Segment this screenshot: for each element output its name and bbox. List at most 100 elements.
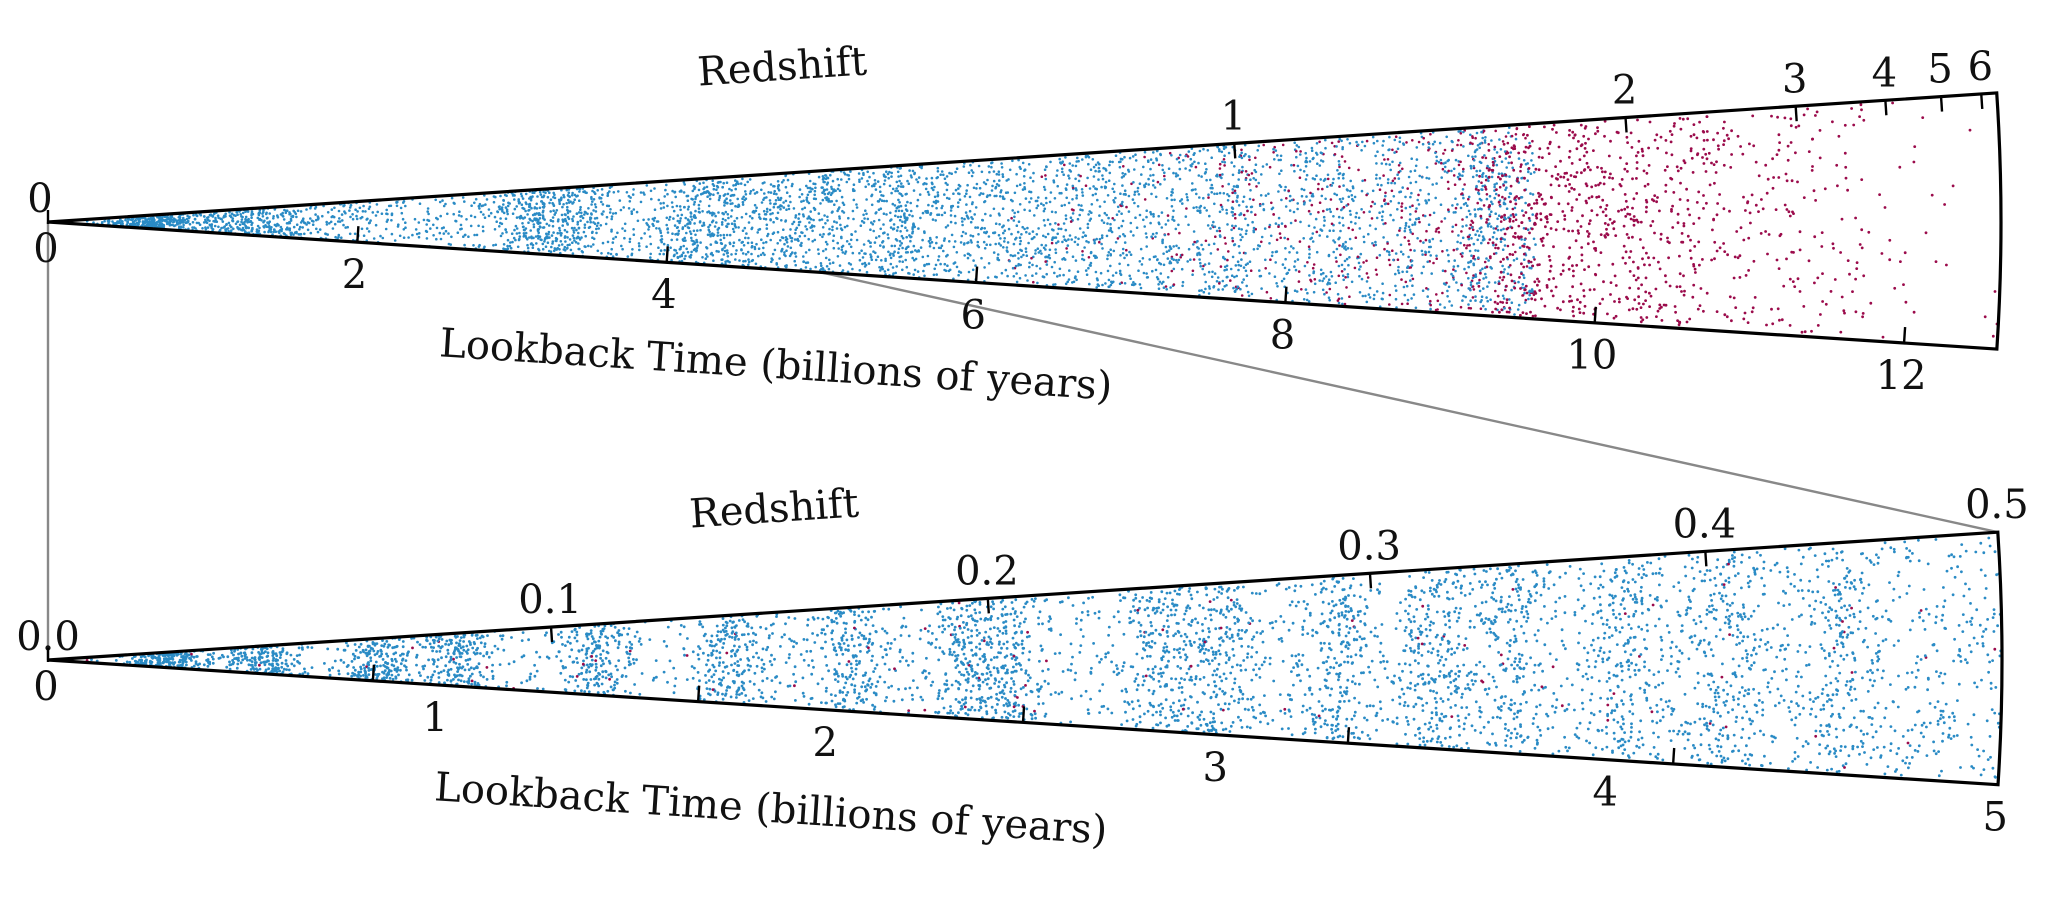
- galaxy-point: [1518, 246, 1522, 249]
- galaxy-point: [179, 225, 183, 228]
- galaxy-point: [552, 209, 555, 212]
- galaxy-point: [1024, 197, 1028, 200]
- galaxy-point: [250, 210, 254, 213]
- galaxy-point: [522, 235, 526, 238]
- galaxy-point: [1504, 188, 1507, 192]
- galaxy-point: [1273, 275, 1277, 279]
- galaxy-point: [732, 241, 736, 244]
- galaxy-point: [725, 251, 729, 255]
- galaxy-point: [402, 236, 406, 239]
- galaxy-point: [1469, 307, 1473, 310]
- galaxy-point: [855, 203, 858, 206]
- galaxy-point: [489, 211, 493, 215]
- galaxy-point: [1258, 204, 1262, 207]
- galaxy-point: [1205, 178, 1208, 182]
- galaxy-point: [1473, 208, 1477, 211]
- galaxy-point: [882, 182, 886, 186]
- galaxy-point: [368, 205, 372, 209]
- galaxy-point: [1221, 208, 1224, 211]
- galaxy-point: [1116, 205, 1120, 209]
- galaxy-point: [1094, 192, 1097, 196]
- galaxy-point: [690, 218, 694, 221]
- galaxy-point: [814, 197, 818, 201]
- galaxy-point: [874, 188, 878, 191]
- galaxy-point: [674, 195, 677, 199]
- galaxy-point: [1194, 165, 1198, 169]
- galaxy-point: [1136, 190, 1139, 193]
- galaxy-point: [1046, 218, 1050, 222]
- galaxy-point: [141, 220, 145, 223]
- galaxy-point: [1494, 212, 1497, 215]
- galaxy-point: [1328, 298, 1331, 302]
- galaxy-point: [779, 207, 782, 211]
- galaxy-point: [413, 217, 417, 221]
- galaxy-point: [800, 241, 803, 245]
- galaxy-point: [810, 224, 814, 227]
- galaxy-point: [1095, 256, 1098, 259]
- galaxy-point: [1098, 237, 1102, 241]
- galaxy-point: [825, 265, 829, 268]
- galaxy-point: [940, 213, 944, 217]
- galaxy-point: [1238, 169, 1241, 172]
- galaxy-point: [1371, 189, 1375, 193]
- galaxy-point: [591, 236, 594, 239]
- galaxy-point: [369, 219, 372, 222]
- galaxy-point: [673, 253, 676, 257]
- galaxy-point: [842, 203, 846, 206]
- galaxy-point: [734, 187, 737, 191]
- galaxy-point: [996, 253, 1000, 256]
- galaxy-point: [1231, 236, 1234, 240]
- galaxy-point: [1340, 139, 1343, 143]
- galaxy-point: [1446, 289, 1449, 293]
- galaxy-point: [971, 217, 974, 221]
- galaxy-point: [786, 178, 790, 182]
- galaxy-point: [1113, 182, 1116, 186]
- galaxy-point: [747, 221, 751, 224]
- galaxy-point: [1114, 196, 1117, 200]
- galaxy-point: [302, 221, 306, 224]
- galaxy-point: [600, 200, 603, 204]
- galaxy-point: [137, 218, 141, 221]
- galaxy-point: [1122, 193, 1126, 196]
- galaxy-point: [1316, 187, 1320, 191]
- galaxy-point: [592, 243, 595, 246]
- galaxy-point: [1048, 248, 1052, 252]
- galaxy-point: [550, 245, 553, 249]
- galaxy-point: [510, 232, 514, 235]
- galaxy-point: [1527, 170, 1530, 174]
- galaxy-point: [1104, 180, 1108, 184]
- galaxy-point: [773, 248, 777, 252]
- galaxy-point: [1135, 226, 1139, 229]
- galaxy-point: [1025, 230, 1028, 234]
- galaxy-point: [1519, 169, 1522, 173]
- galaxy-point: [1054, 251, 1058, 255]
- galaxy-point: [1060, 167, 1064, 171]
- galaxy-point: [797, 223, 801, 227]
- galaxy-point: [1404, 280, 1408, 284]
- galaxy-point: [1476, 249, 1480, 253]
- galaxy-point: [321, 214, 324, 218]
- galaxy-point: [1410, 157, 1413, 160]
- galaxy-point: [709, 234, 712, 238]
- galaxy-point: [880, 259, 883, 262]
- galaxy-point: [1106, 254, 1110, 257]
- galaxy-point: [1119, 273, 1123, 277]
- galaxy-point: [707, 210, 711, 213]
- galaxy-point: [845, 180, 849, 184]
- galaxy-point: [1424, 238, 1428, 242]
- galaxy-point: [570, 226, 574, 230]
- galaxy-point: [258, 217, 262, 221]
- galaxy-point: [219, 217, 222, 220]
- galaxy-point: [1386, 181, 1390, 185]
- galaxy-point: [511, 194, 515, 197]
- galaxy-point: [1431, 142, 1435, 146]
- galaxy-point: [1226, 199, 1230, 202]
- galaxy-point: [1472, 256, 1475, 260]
- galaxy-point: [784, 199, 788, 203]
- galaxy-point: [522, 232, 526, 235]
- galaxy-point: [747, 263, 750, 267]
- galaxy-point: [886, 268, 890, 272]
- galaxy-point: [1367, 232, 1370, 236]
- galaxy-point: [785, 237, 789, 241]
- galaxy-point: [690, 250, 693, 254]
